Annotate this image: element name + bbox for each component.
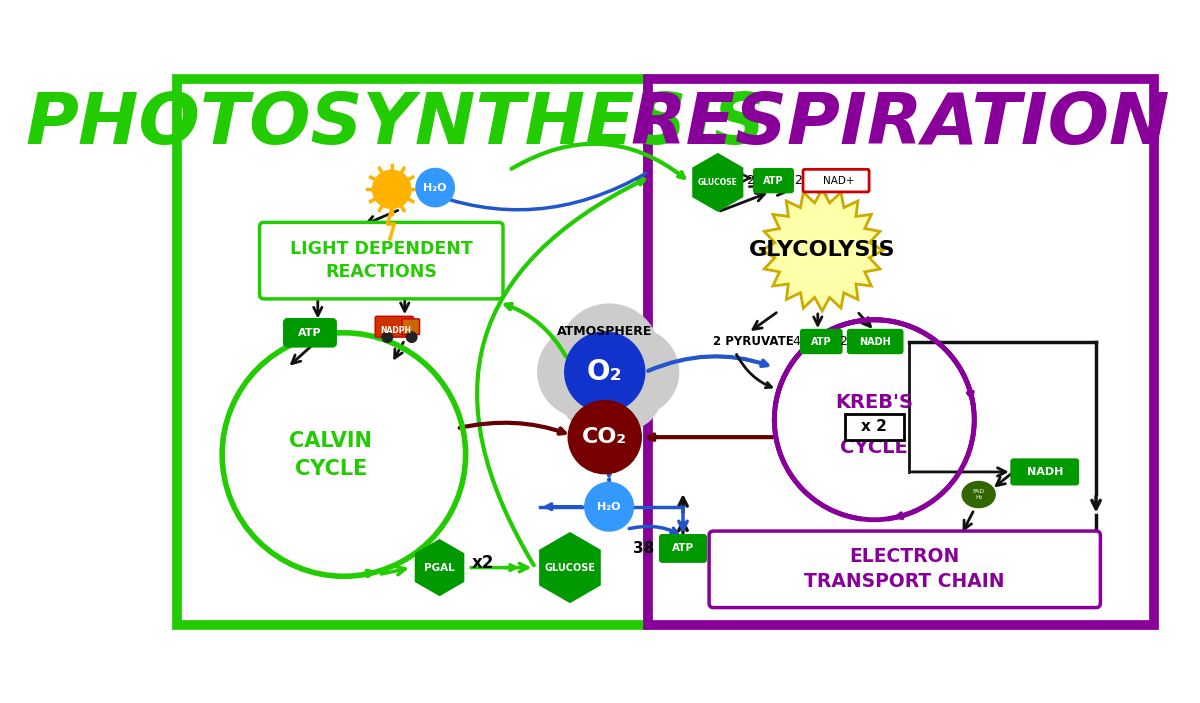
Text: GLUCOSE: GLUCOSE bbox=[698, 178, 738, 187]
Text: 2: 2 bbox=[794, 174, 802, 187]
Text: ATP: ATP bbox=[672, 543, 694, 553]
Text: CALVIN
CYCLE: CALVIN CYCLE bbox=[289, 430, 372, 479]
Text: ATP: ATP bbox=[298, 328, 322, 338]
FancyBboxPatch shape bbox=[845, 413, 904, 440]
Text: GLYCOLYSIS: GLYCOLYSIS bbox=[749, 240, 895, 260]
Circle shape bbox=[584, 482, 634, 531]
Text: LIGHT DEPENDENT
REACTIONS: LIGHT DEPENDENT REACTIONS bbox=[290, 240, 473, 281]
Circle shape bbox=[222, 333, 466, 576]
Circle shape bbox=[559, 357, 632, 430]
Text: ELECTRON
TRANSPORT CHAIN: ELECTRON TRANSPORT CHAIN bbox=[804, 548, 1004, 591]
Text: NAD+: NAD+ bbox=[823, 176, 854, 186]
Text: NADH: NADH bbox=[1026, 467, 1063, 477]
Circle shape bbox=[565, 332, 644, 412]
Text: ATP: ATP bbox=[763, 176, 784, 186]
Text: PGAL: PGAL bbox=[424, 562, 455, 572]
FancyBboxPatch shape bbox=[402, 319, 420, 335]
Text: 2: 2 bbox=[746, 174, 754, 187]
Circle shape bbox=[538, 327, 629, 417]
Circle shape bbox=[416, 169, 455, 207]
Text: KREB'S: KREB'S bbox=[835, 393, 913, 412]
Text: PHOTOSYNTHESIS: PHOTOSYNTHESIS bbox=[26, 89, 767, 159]
Text: x 2: x 2 bbox=[862, 419, 887, 434]
Ellipse shape bbox=[962, 482, 995, 508]
FancyBboxPatch shape bbox=[755, 169, 792, 192]
Text: FAD
H₂: FAD H₂ bbox=[972, 489, 985, 500]
Text: 4: 4 bbox=[792, 335, 800, 348]
FancyBboxPatch shape bbox=[376, 316, 414, 337]
Circle shape bbox=[407, 332, 416, 342]
FancyBboxPatch shape bbox=[803, 169, 869, 192]
Text: H₂O: H₂O bbox=[424, 183, 446, 193]
FancyBboxPatch shape bbox=[648, 79, 1154, 625]
FancyBboxPatch shape bbox=[660, 536, 706, 562]
Text: 2 PYRUVATE: 2 PYRUVATE bbox=[714, 335, 794, 348]
Text: 38: 38 bbox=[634, 541, 654, 556]
Circle shape bbox=[571, 378, 637, 444]
Text: x2: x2 bbox=[472, 554, 494, 572]
Text: 2: 2 bbox=[839, 335, 847, 348]
Circle shape bbox=[559, 304, 660, 405]
Circle shape bbox=[592, 328, 679, 415]
Circle shape bbox=[774, 320, 974, 520]
Text: CO₂: CO₂ bbox=[582, 427, 628, 447]
FancyBboxPatch shape bbox=[848, 330, 902, 353]
FancyBboxPatch shape bbox=[1012, 460, 1078, 484]
FancyBboxPatch shape bbox=[259, 222, 503, 299]
Text: NADH: NADH bbox=[859, 337, 892, 347]
FancyBboxPatch shape bbox=[176, 79, 648, 625]
Text: O₂: O₂ bbox=[587, 358, 623, 386]
Text: H₂O: H₂O bbox=[598, 502, 620, 512]
Circle shape bbox=[569, 401, 641, 474]
Circle shape bbox=[588, 357, 661, 430]
Text: CYCLE: CYCLE bbox=[840, 438, 908, 457]
Text: RESPIRATION: RESPIRATION bbox=[631, 89, 1170, 159]
FancyBboxPatch shape bbox=[284, 320, 335, 346]
Circle shape bbox=[372, 170, 410, 209]
Text: ATMOSPHERE: ATMOSPHERE bbox=[557, 325, 653, 337]
Text: NADPH: NADPH bbox=[380, 325, 412, 335]
Circle shape bbox=[382, 332, 392, 342]
Text: GLUCOSE: GLUCOSE bbox=[545, 562, 595, 572]
Polygon shape bbox=[761, 189, 883, 311]
FancyBboxPatch shape bbox=[709, 531, 1100, 607]
Text: ATP: ATP bbox=[811, 337, 832, 347]
FancyBboxPatch shape bbox=[802, 330, 841, 353]
